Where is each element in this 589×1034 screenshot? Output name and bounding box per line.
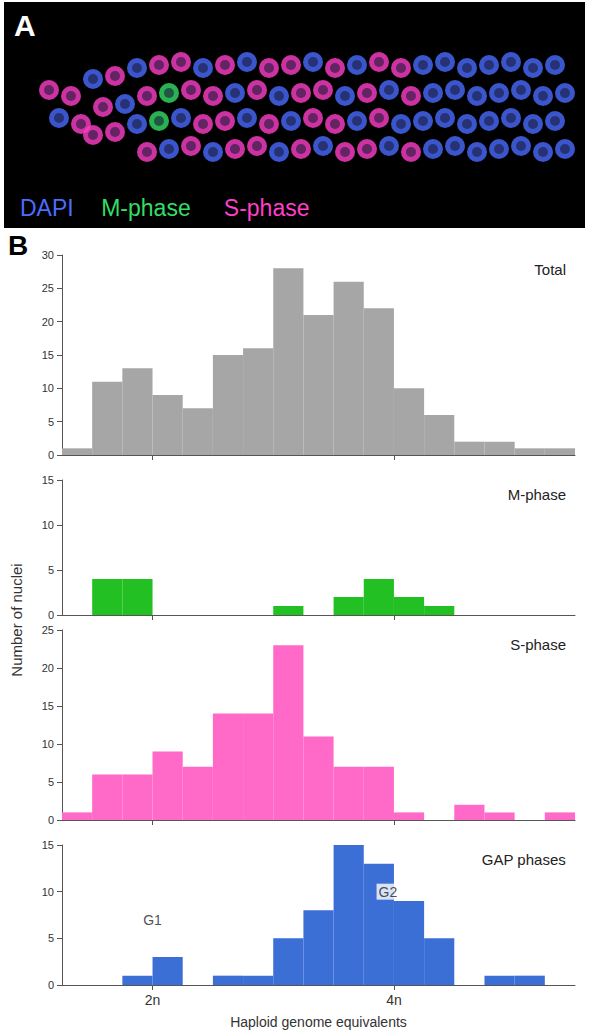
svg-text:S-phase: S-phase	[510, 636, 566, 653]
svg-text:15: 15	[42, 349, 54, 361]
svg-text:0: 0	[48, 609, 54, 621]
svg-text:Haploid genome equivalents: Haploid genome equivalents	[230, 1014, 407, 1030]
svg-text:30: 30	[42, 249, 54, 261]
svg-text:DAPI: DAPI	[20, 195, 74, 221]
svg-text:5: 5	[48, 564, 54, 576]
svg-text:M-phase: M-phase	[101, 195, 190, 221]
svg-text:G1: G1	[143, 912, 162, 928]
svg-text:4n: 4n	[386, 992, 402, 1008]
svg-text:G2: G2	[379, 884, 398, 900]
svg-text:M-phase: M-phase	[508, 486, 566, 503]
svg-text:5: 5	[48, 932, 54, 944]
svg-text:0: 0	[48, 979, 54, 991]
svg-text:2n: 2n	[145, 992, 161, 1008]
html-text:B: B	[8, 230, 29, 261]
svg-text:GAP phases: GAP phases	[482, 851, 566, 868]
svg-text:A: A	[14, 9, 36, 42]
svg-text:10: 10	[42, 886, 54, 898]
svg-text:15: 15	[42, 839, 54, 851]
svg-text:25: 25	[42, 624, 54, 636]
svg-text:Number of nuclei: Number of nuclei	[8, 563, 25, 676]
svg-text:15: 15	[42, 474, 54, 486]
svg-text:0: 0	[48, 449, 54, 461]
svg-text:0: 0	[48, 814, 54, 826]
svg-text:20: 20	[42, 662, 54, 674]
svg-text:10: 10	[42, 519, 54, 531]
svg-text:20: 20	[42, 316, 54, 328]
svg-text:10: 10	[42, 738, 54, 750]
svg-text:5: 5	[48, 416, 54, 428]
svg-text:10: 10	[42, 382, 54, 394]
svg-text:5: 5	[48, 776, 54, 788]
svg-text:Total: Total	[534, 261, 566, 278]
svg-text:25: 25	[42, 282, 54, 294]
svg-text:15: 15	[42, 700, 54, 712]
svg-text:S-phase: S-phase	[224, 195, 310, 221]
